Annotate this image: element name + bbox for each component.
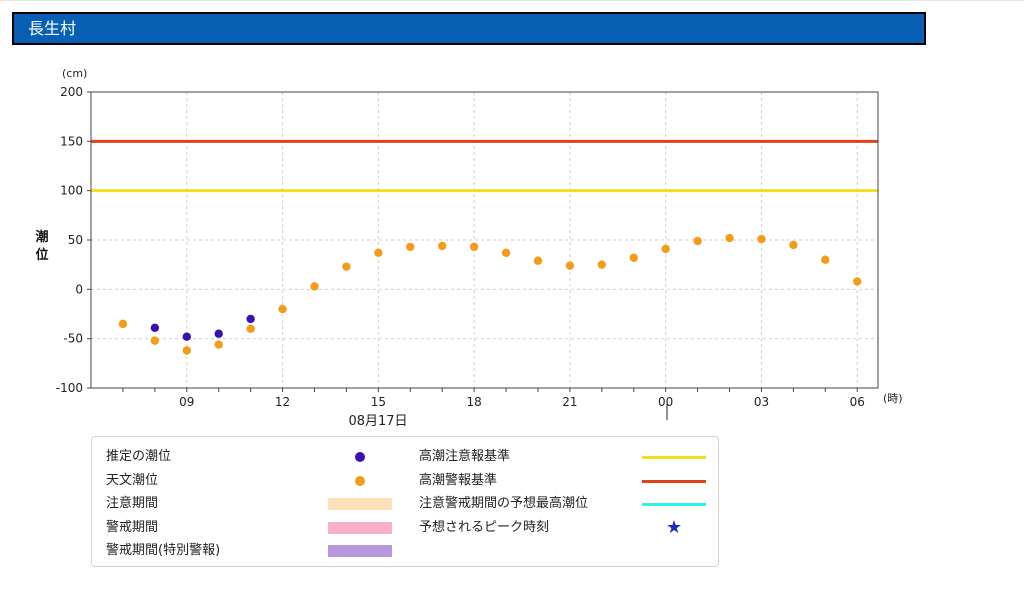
- data-point: [821, 255, 830, 264]
- data-point: [661, 244, 670, 254]
- data-point: [789, 240, 798, 250]
- data-point: [725, 233, 734, 243]
- data-point: [310, 282, 319, 291]
- top-border: [0, 0, 1024, 1]
- data-point: [853, 277, 862, 286]
- data-point: [597, 260, 607, 269]
- chart-legend: 推定の潮位天文潮位注意期間警戒期間警戒期間(特別警報) 高潮注意報基準 高潮警報基…: [91, 436, 719, 567]
- data-point: [342, 262, 351, 271]
- x-axis-ticks: 09 12 15 18 21 00 03 06: [122, 388, 865, 409]
- data-point: [278, 304, 287, 314]
- data-point: [214, 329, 223, 338]
- data-points: [118, 233, 862, 355]
- legend-label: 予想されるピーク時刻: [419, 519, 550, 535]
- legend-line-symbol: [642, 479, 706, 483]
- data-point: [182, 346, 191, 355]
- legend-label: 警戒期間: [106, 519, 159, 535]
- x-tick-label: 09: [179, 395, 194, 409]
- y-axis-label-char-1: 潮: [35, 229, 48, 245]
- y-tick-label: 0: [75, 282, 83, 296]
- data-point: [629, 253, 638, 262]
- reference-lines: [91, 139, 878, 193]
- legend-label: 警戒期間(特別警報): [106, 543, 221, 558]
- data-point: [501, 248, 511, 258]
- data-point: [533, 256, 543, 265]
- legend-dot-symbol: [355, 452, 365, 462]
- x-tick-label: 03: [754, 395, 769, 409]
- page-title: 長生村: [12, 12, 926, 45]
- legend-swatch-symbol: [328, 545, 392, 557]
- x-tick-label: 18: [466, 395, 481, 409]
- legend-swatch-symbol: [328, 498, 392, 510]
- legend-label: 推定の潮位: [106, 449, 172, 464]
- y-axis-unit: (cm): [62, 67, 87, 80]
- y-tick-label: -100: [56, 381, 83, 395]
- legend-dot-symbol: [355, 475, 365, 486]
- y-axis-label-char-2: 位: [35, 247, 48, 263]
- legend-label: 天文潮位: [106, 472, 159, 488]
- data-point: [757, 234, 766, 244]
- data-point: [693, 236, 702, 246]
- legend-label: 高潮注意報基準: [419, 449, 511, 464]
- y-axis-ticks: 200 150 100 50 0 -50 -100: [56, 85, 91, 395]
- data-point: [246, 314, 255, 324]
- star-icon: ★: [666, 516, 683, 538]
- x-tick-label: 00: [658, 395, 673, 409]
- legend-label: 注意警戒期間の予想最高潮位: [419, 496, 589, 511]
- y-tick-label: 200: [60, 85, 83, 99]
- x-tick-label: 21: [562, 395, 577, 409]
- data-point: [246, 324, 255, 333]
- y-tick-label: 150: [60, 134, 83, 148]
- y-tick-label: 50: [68, 233, 83, 247]
- x-axis-unit: (時): [883, 392, 903, 405]
- data-point: [150, 336, 160, 345]
- legend-line-symbol: [642, 456, 706, 459]
- x-tick-label: 15: [371, 395, 386, 409]
- legend-label: 高潮警報基準: [419, 472, 498, 488]
- data-point: [182, 332, 191, 341]
- page-title-text: 長生村: [28, 19, 77, 38]
- x-tick-label: 12: [275, 395, 290, 409]
- data-point: [406, 242, 415, 252]
- legend-label: 注意期間: [106, 496, 159, 511]
- y-tick-label: -50: [63, 332, 83, 346]
- data-point: [118, 319, 128, 329]
- x-tick-label: 06: [850, 395, 865, 409]
- data-point: [437, 241, 447, 251]
- x-axis-date-label: 08月17日: [348, 414, 407, 429]
- data-point: [469, 242, 479, 252]
- data-point: [374, 248, 383, 258]
- data-point: [214, 340, 223, 349]
- y-tick-label: 100: [60, 184, 83, 198]
- legend-swatch-symbol: [328, 521, 392, 534]
- legend-line-symbol: [642, 503, 706, 506]
- data-point: [565, 261, 575, 270]
- data-point: [150, 323, 160, 333]
